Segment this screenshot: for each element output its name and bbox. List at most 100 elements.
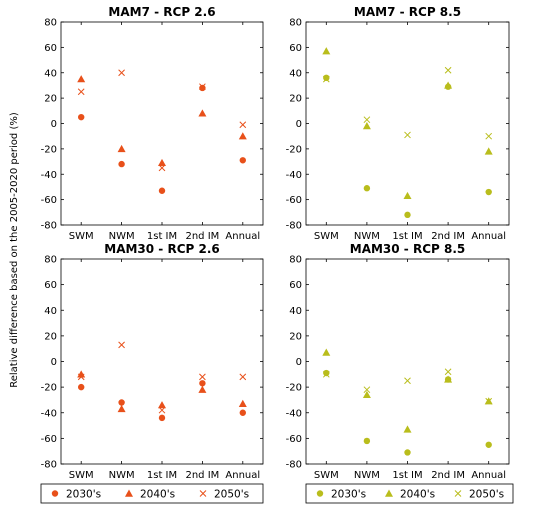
y-tick-label: 0	[51, 119, 57, 130]
y-tick-label: -80	[286, 221, 302, 232]
legend-marker-circle	[316, 490, 324, 497]
panel-title: MAM30 - RCP 2.6	[104, 242, 219, 256]
y-tick-label: 40	[289, 68, 302, 79]
legend-label: 2040's	[140, 489, 175, 501]
data-point-x	[444, 368, 452, 376]
legend-box	[40, 483, 264, 504]
x-tick-label: NWM	[354, 231, 380, 242]
legend-label: 2050's	[469, 489, 504, 501]
y-tick-label: -60	[286, 195, 302, 206]
y-tick-label: 20	[44, 94, 57, 105]
y-axis-label: Relative difference based on the 2005-20…	[9, 112, 20, 388]
y-tick-label: -20	[286, 144, 302, 155]
y-tick-label: 40	[44, 68, 57, 79]
x-tick-label: SWM	[314, 470, 339, 481]
data-point-circle	[78, 383, 85, 391]
chart-panel-4: MAM30 - RCP 8.5 -80 -60 -40 -20 0 20 40 60 80 SWM N…	[286, 242, 510, 481]
x-tick-label: 1st IM	[392, 470, 422, 481]
data-point-circle	[323, 74, 330, 82]
data-point-triangle	[117, 404, 126, 413]
data-point-x	[444, 66, 452, 74]
y-tick-label: -20	[41, 144, 57, 155]
y-tick-label: -60	[41, 434, 57, 445]
y-tick-label: 0	[51, 357, 57, 368]
legend-1: 2030's 2040's 2050's	[40, 483, 264, 504]
y-tick-label: -20	[41, 383, 57, 394]
data-point-x	[485, 132, 493, 140]
data-point-circle	[158, 414, 166, 422]
x-tick-label: Annual	[225, 470, 260, 481]
legend-marker-x	[199, 490, 207, 497]
data-point-circle	[158, 187, 166, 194]
data-point-triangle	[158, 158, 166, 167]
data-point-circle	[78, 113, 85, 121]
data-point-triangle	[77, 370, 86, 378]
y-tick-label: 80	[289, 18, 302, 29]
x-tick-label: 1st IM	[147, 470, 177, 481]
legend-label: 2030's	[66, 489, 101, 501]
data-point-x	[158, 164, 166, 172]
y-tick-label: 0	[296, 119, 302, 130]
y-tick-label: 40	[44, 306, 57, 317]
y-tick-label: -40	[41, 408, 57, 419]
data-point-circle	[363, 437, 371, 445]
data-point-triangle	[117, 144, 126, 153]
x-tick-label: Annual	[471, 231, 506, 242]
y-tick-label: -40	[286, 408, 302, 419]
data-point-x	[239, 121, 247, 129]
chart-panel-2: MAM7 - RCP 8.5 -80 -60 -40 -20 0 20 40 60 80 SWM NW…	[286, 5, 510, 242]
x-tick-label: 1st IM	[392, 231, 422, 242]
data-point-circle	[485, 188, 492, 196]
data-point-circle	[404, 211, 411, 219]
legend-label: 2040's	[400, 489, 435, 501]
data-point-x	[118, 341, 125, 349]
data-point-circle	[239, 409, 246, 416]
data-point-x	[322, 75, 330, 83]
legend-marker-x	[454, 490, 462, 497]
chart-panel-3: MAM30 - RCP 2.6 -80 -60 -40 -20 0 20 40 60 80 SWM N…	[41, 242, 264, 481]
y-tick-label: 60	[44, 280, 57, 291]
legend-marker-circle	[51, 490, 59, 497]
x-tick-label: 2nd IM	[431, 470, 465, 481]
data-point-x	[199, 373, 206, 381]
x-tick-label: Annual	[471, 470, 506, 481]
chart-panel-1: MAM7 - RCP 2.6 -80 -60 -40 -20 0 20 40 60 80 SWM NW…	[41, 5, 264, 242]
y-tick-label: 80	[289, 255, 302, 266]
plot-frame	[305, 258, 510, 465]
data-point-x	[199, 83, 206, 91]
data-point-circle	[363, 185, 371, 192]
data-point-triangle	[158, 401, 166, 409]
y-tick-label: -80	[41, 460, 57, 471]
y-tick-label: 60	[289, 280, 302, 291]
data-point-triangle	[362, 122, 371, 130]
data-point-circle	[118, 399, 125, 406]
y-tick-label: 80	[44, 18, 57, 29]
legend-label: 2030's	[331, 489, 366, 501]
data-point-x	[239, 373, 247, 381]
data-point-circle	[485, 441, 492, 448]
y-tick-label: -40	[286, 170, 302, 181]
x-tick-label: 2nd IM	[185, 470, 219, 481]
data-point-circle	[199, 380, 206, 387]
y-tick-label: -20	[286, 383, 302, 394]
data-point-triangle	[198, 385, 207, 393]
plot-frame	[60, 258, 264, 465]
x-tick-label: NWM	[354, 470, 380, 481]
data-point-x	[404, 377, 411, 385]
data-point-triangle	[484, 147, 493, 155]
x-tick-label: Annual	[225, 231, 260, 242]
legend-box	[305, 483, 514, 504]
data-point-triangle	[238, 132, 247, 140]
data-point-circle	[199, 84, 206, 92]
y-tick-label: -80	[286, 460, 302, 471]
data-point-x	[404, 131, 411, 139]
y-tick-label: -60	[41, 195, 57, 206]
data-point-triangle	[403, 191, 412, 200]
data-point-circle	[118, 160, 125, 168]
x-tick-label: SWM	[314, 231, 339, 242]
data-point-x	[322, 370, 330, 378]
y-tick-label: 20	[289, 331, 302, 342]
data-point-x	[118, 69, 125, 77]
y-tick-label: 60	[289, 43, 302, 54]
